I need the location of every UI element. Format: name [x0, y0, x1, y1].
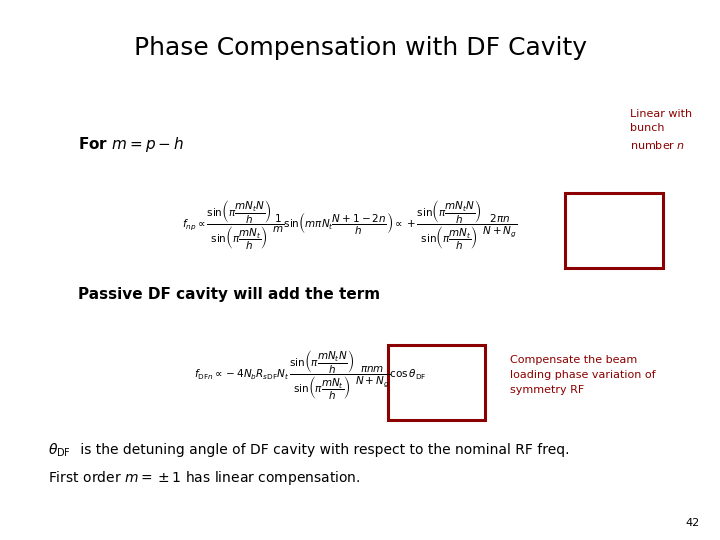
Text: 42: 42	[685, 518, 700, 528]
Text: Phase Compensation with DF Cavity: Phase Compensation with DF Cavity	[133, 36, 587, 60]
Text: $f_{np} \propto \dfrac{\sin\!\left(\pi\dfrac{mN_t N}{h}\right)}{\sin\!\left(\pi\: $f_{np} \propto \dfrac{\sin\!\left(\pi\d…	[182, 198, 518, 252]
Text: First order $m = \pm1$ has linear compensation.: First order $m = \pm1$ has linear compen…	[48, 469, 361, 487]
Text: $f_{\mathrm{DF}n} \propto -4N_b R_{s\mathrm{DF}} N_t\,\dfrac{\sin\!\left(\pi\dfr: $f_{\mathrm{DF}n} \propto -4N_b R_{s\mat…	[194, 348, 426, 402]
Text: $\theta_{\mathrm{DF}}$: $\theta_{\mathrm{DF}}$	[48, 441, 71, 458]
Bar	[565, 193, 663, 268]
Text: Linear with
bunch
number $n$: Linear with bunch number $n$	[630, 109, 692, 151]
Text: Passive DF cavity will add the term: Passive DF cavity will add the term	[78, 287, 380, 302]
Text: is the detuning angle of DF cavity with respect to the nominal RF freq.: is the detuning angle of DF cavity with …	[76, 443, 570, 457]
Text: Compensate the beam
loading phase variation of
symmetry RF: Compensate the beam loading phase variat…	[510, 355, 656, 395]
Text: For $m = p - h$: For $m = p - h$	[78, 136, 184, 154]
Bar	[388, 345, 485, 420]
